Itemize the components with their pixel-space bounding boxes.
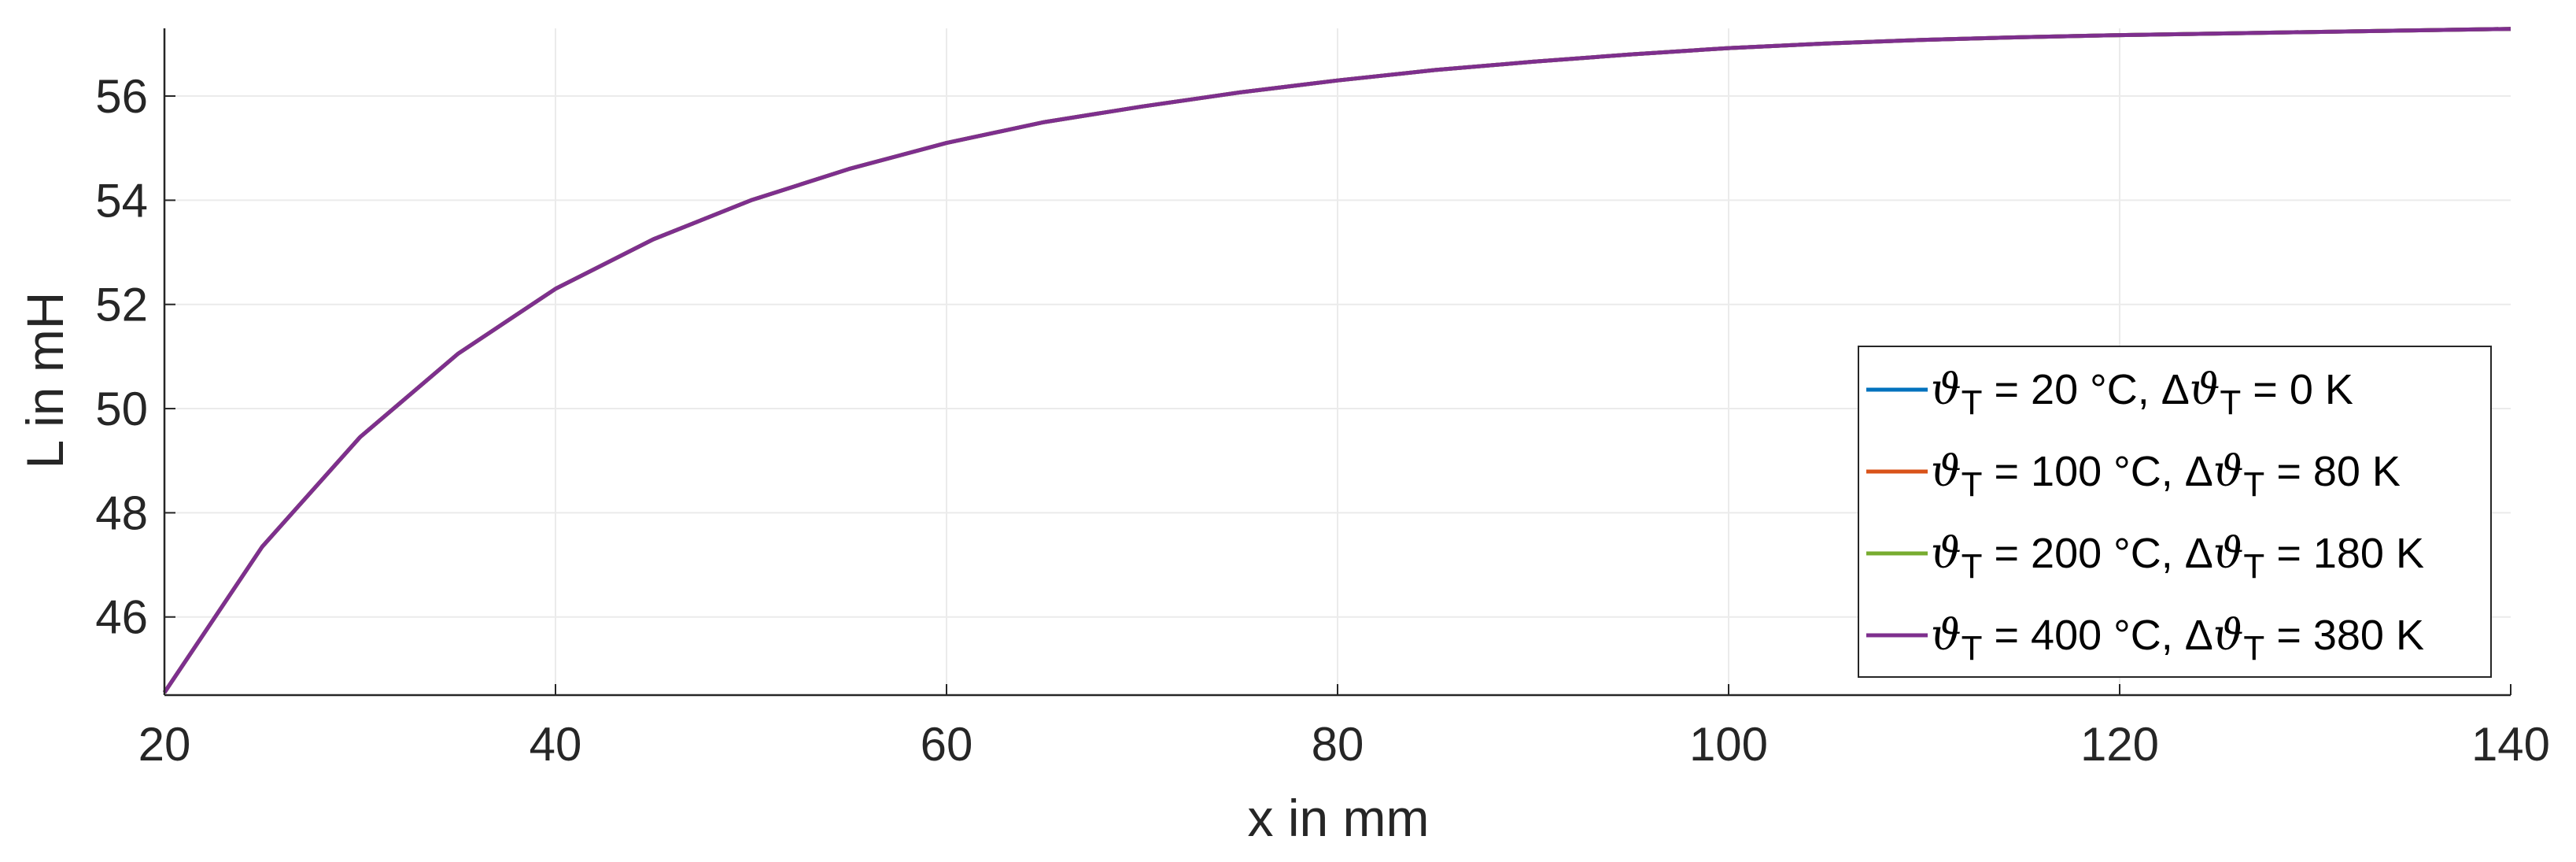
legend-text-part: T	[1962, 547, 1983, 586]
legend-text-part: = 380 K	[2264, 612, 2424, 659]
x-tick-label: 140	[2471, 718, 2550, 771]
x-tick-label: 40	[530, 718, 582, 771]
y-axis-label: L in mH	[16, 292, 74, 469]
legend-text-part: = 0 K	[2241, 366, 2353, 413]
legend-text-part: = 100 °C, Δ	[1983, 448, 2213, 495]
legend-text-part: ϑ	[2213, 446, 2244, 496]
legend-text-part: T	[1962, 465, 1983, 504]
legend-text-part: T	[2220, 383, 2241, 422]
legend-text-part: = 180 K	[2264, 530, 2424, 577]
x-tick-label: 80	[1312, 718, 1364, 771]
legend-entry: ϑT = 200 °C, ΔϑT = 180 K	[1931, 528, 2424, 586]
legend-text-part: ϑ	[1931, 610, 1962, 660]
x-tick-label: 100	[1689, 718, 1768, 771]
legend-text-part: T	[1962, 383, 1983, 422]
legend-text-part: T	[1962, 629, 1983, 668]
x-tick-label: 60	[921, 718, 973, 771]
legend-text-part: T	[2243, 629, 2264, 668]
legend-text-part: ϑ	[1931, 446, 1962, 496]
y-tick-labels: 46 48 50 52 54 56	[95, 70, 148, 644]
y-tick-label: 54	[95, 174, 148, 227]
series-line-4	[162, 27, 2511, 694]
x-axis-label: x in mm	[1248, 789, 1430, 847]
legend-box	[1858, 346, 2492, 678]
legend-text-part: = 400 °C, Δ	[1983, 612, 2213, 659]
legend: ϑT = 20 °C, ΔϑT = 0 KϑT = 100 °C, ΔϑT = …	[1858, 346, 2492, 678]
legend-text-part: ϑ	[2213, 528, 2244, 578]
x-tick-label: 20	[138, 718, 191, 771]
y-tick-label: 50	[95, 383, 148, 435]
legend-text-part: ϑ	[2190, 364, 2220, 414]
legend-entry: ϑT = 100 °C, ΔϑT = 80 K	[1931, 446, 2401, 504]
y-tick-label: 52	[95, 279, 148, 331]
axes	[163, 28, 2511, 697]
legend-text-part: ϑ	[2213, 610, 2244, 660]
legend-text-part: ϑ	[1931, 528, 1962, 578]
legend-text-part: T	[2243, 465, 2264, 504]
series-lines	[162, 27, 2511, 694]
legend-text-part: = 80 K	[2264, 448, 2401, 495]
legend-text-part: = 200 °C, Δ	[1983, 530, 2213, 577]
legend-text-part: T	[2243, 547, 2264, 586]
x-tick-labels: 20 40 60 80 100 120 140	[138, 718, 2550, 771]
x-tick-label: 120	[2080, 718, 2159, 771]
y-tick-label: 56	[95, 70, 148, 123]
legend-text-part: = 20 °C, Δ	[1983, 366, 2190, 413]
legend-entry: ϑT = 20 °C, ΔϑT = 0 K	[1931, 364, 2353, 422]
legend-text-part: ϑ	[1931, 364, 1962, 414]
y-tick-label: 48	[95, 486, 148, 539]
y-tick-label: 46	[95, 591, 148, 644]
legend-entry: ϑT = 400 °C, ΔϑT = 380 K	[1931, 610, 2424, 668]
